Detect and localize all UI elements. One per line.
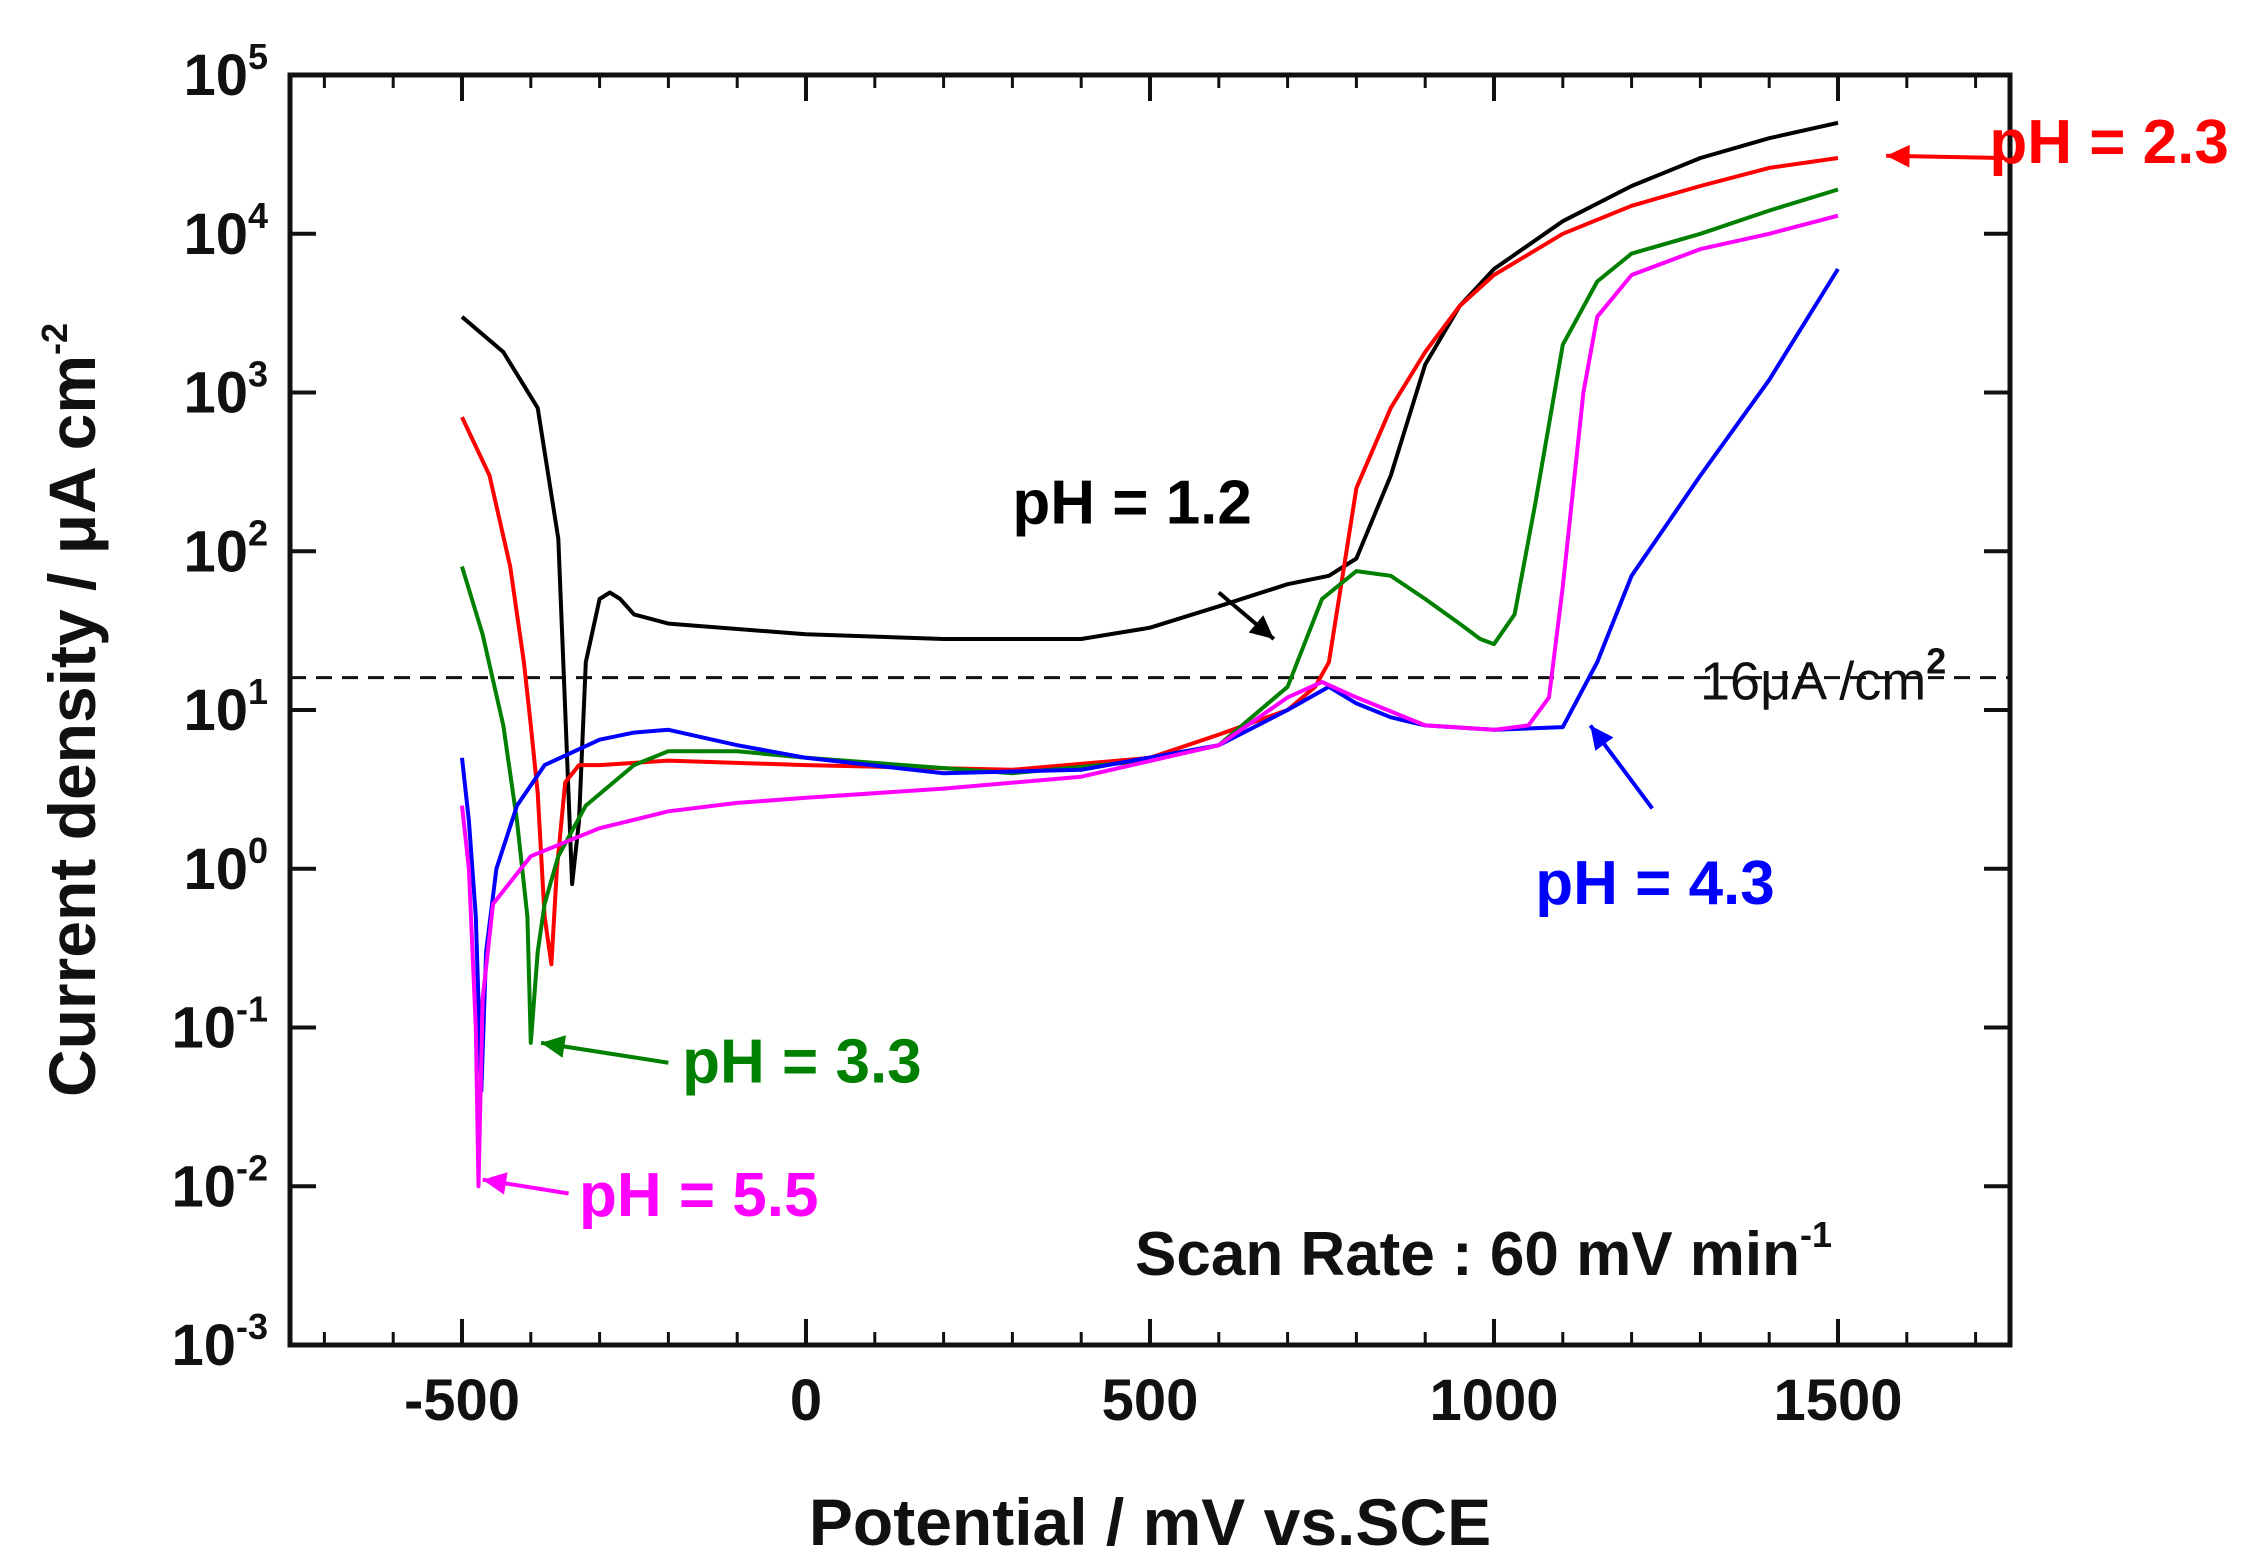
y-tick-label: 104 [183, 195, 268, 267]
scan-rate-exponent: -1 [1800, 1214, 1832, 1255]
series-annotation: pH = 1.2 [1012, 468, 1252, 537]
y-tick-label: 102 [183, 512, 268, 584]
y-tick-label: 10-2 [171, 1147, 268, 1219]
y-axis-ticks: 105 104 103 102 101 100 10-1 10-2 10-3 [171, 36, 2010, 1378]
y-axis-label-exponent: -2 [34, 323, 75, 355]
annotation-arrowhead [1248, 615, 1274, 639]
series-annotation: pH = 2.3 [1989, 108, 2228, 177]
y-axis-label: Current density / μA cm-2 [34, 323, 109, 1097]
annotation-arrowhead [482, 1172, 508, 1195]
y-tick-label: 101 [183, 671, 268, 743]
y-tick-label: 105 [183, 36, 268, 108]
y-tick-label: 103 [183, 354, 268, 426]
y-tick-label: 10-1 [171, 989, 268, 1061]
x-tick-label: 500 [1102, 1368, 1199, 1433]
reference-line-group: 16μA /cm2 [290, 641, 2010, 712]
y-axis-label-main: Current density / μA cm [35, 355, 109, 1097]
x-tick-label: 1000 [1429, 1368, 1558, 1433]
scan-rate-text: Scan Rate : 60 mV min [1135, 1220, 1800, 1289]
annotation-group: pH = 1.2 pH = 2.3 pH = 3.3 pH = 4.3 pH = 5.5 [482, 108, 2229, 1230]
annotation-arrowhead [541, 1035, 566, 1058]
series-line [460, 120, 1839, 887]
scan-rate-label: Scan Rate : 60 mV min-1 [1135, 1214, 1832, 1289]
x-tick-label: -500 [404, 1368, 520, 1433]
y-tick-label: 100 [183, 830, 268, 902]
annotation-arrowhead [1886, 144, 1910, 168]
series-group [460, 120, 1840, 1189]
reference-line-label: 16μA /cm2 [1700, 641, 1946, 712]
x-tick-label: 0 [790, 1368, 822, 1433]
series-annotation: pH = 3.3 [682, 1028, 922, 1097]
annotation-arrowhead [1590, 725, 1614, 751]
series-line [460, 267, 1840, 1093]
x-axis-ticks: -500 0 500 1000 1500 [322, 75, 1978, 1433]
y-tick-label: 10-3 [171, 1306, 268, 1378]
series-line [460, 156, 1839, 967]
x-tick-label: 1500 [1773, 1368, 1902, 1433]
series-annotation: pH = 4.3 [1535, 849, 1775, 918]
x-axis-label: Potential / mV vs.SCE [809, 1485, 1491, 1559]
series-annotation: pH = 5.5 [579, 1161, 819, 1230]
series-line [460, 213, 1839, 1189]
